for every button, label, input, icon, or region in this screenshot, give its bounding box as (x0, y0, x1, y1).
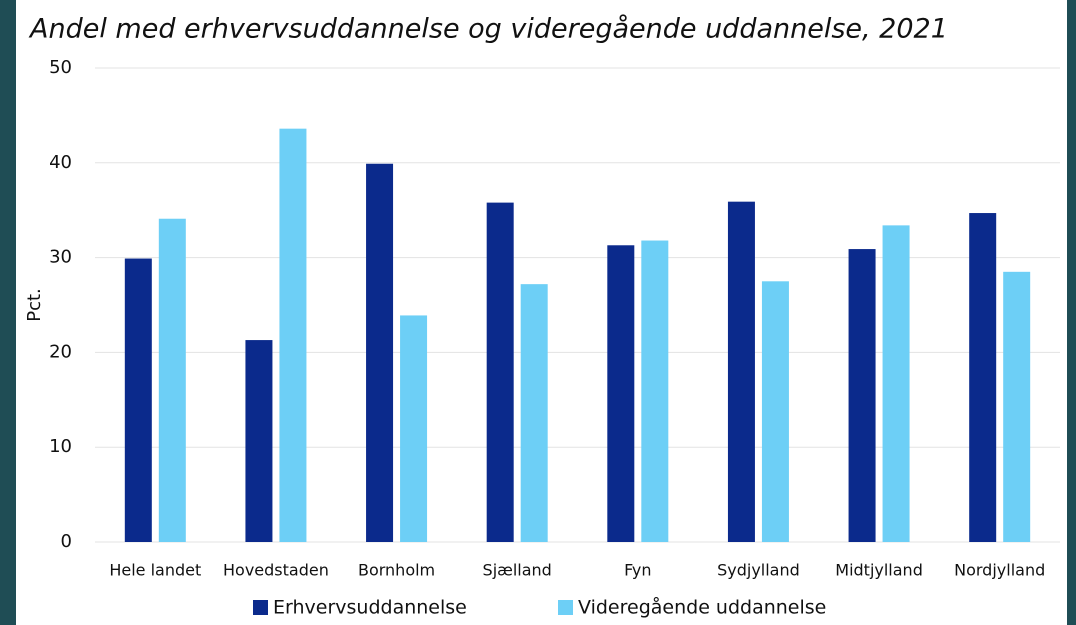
x-tick-label: Nordjylland (954, 561, 1045, 580)
x-tick-label: Fyn (624, 561, 651, 580)
bar (366, 163, 394, 543)
bar (124, 258, 152, 542)
bar (158, 218, 186, 542)
y-tick-label: 20 (49, 341, 72, 362)
x-tick-label: Hele landet (109, 561, 201, 580)
bar (245, 340, 273, 542)
bar (279, 128, 307, 542)
chart-title: Andel med erhvervsuddannelse og videregå… (28, 14, 948, 45)
bar (607, 245, 635, 542)
bar (1003, 271, 1031, 542)
legend-label: Videregående uddannelse (578, 596, 826, 619)
x-tick-label: Midtjylland (835, 561, 923, 580)
y-tick-label: 30 (49, 247, 72, 268)
bar (969, 213, 997, 542)
bar (641, 240, 669, 542)
legend-swatch (253, 600, 268, 615)
x-tick-label: Bornholm (358, 561, 435, 580)
x-tick-label: Sjælland (483, 561, 552, 580)
y-axis-label: Pct. (24, 288, 45, 322)
bar (520, 284, 548, 542)
x-tick-label: Sydjylland (717, 561, 800, 580)
x-tick-label: Hovedstaden (223, 561, 329, 580)
y-tick-label: 0 (61, 531, 72, 552)
legend-label: Erhvervsuddannelse (273, 597, 467, 619)
y-tick-label: 10 (49, 436, 72, 457)
y-tick-label: 50 (49, 57, 72, 78)
bar (848, 249, 876, 542)
bar (761, 281, 789, 542)
bar (727, 201, 755, 542)
y-tick-label: 40 (49, 152, 72, 173)
legend-swatch (558, 600, 573, 615)
bar (486, 202, 514, 542)
bar (400, 315, 428, 542)
bar (882, 225, 910, 543)
